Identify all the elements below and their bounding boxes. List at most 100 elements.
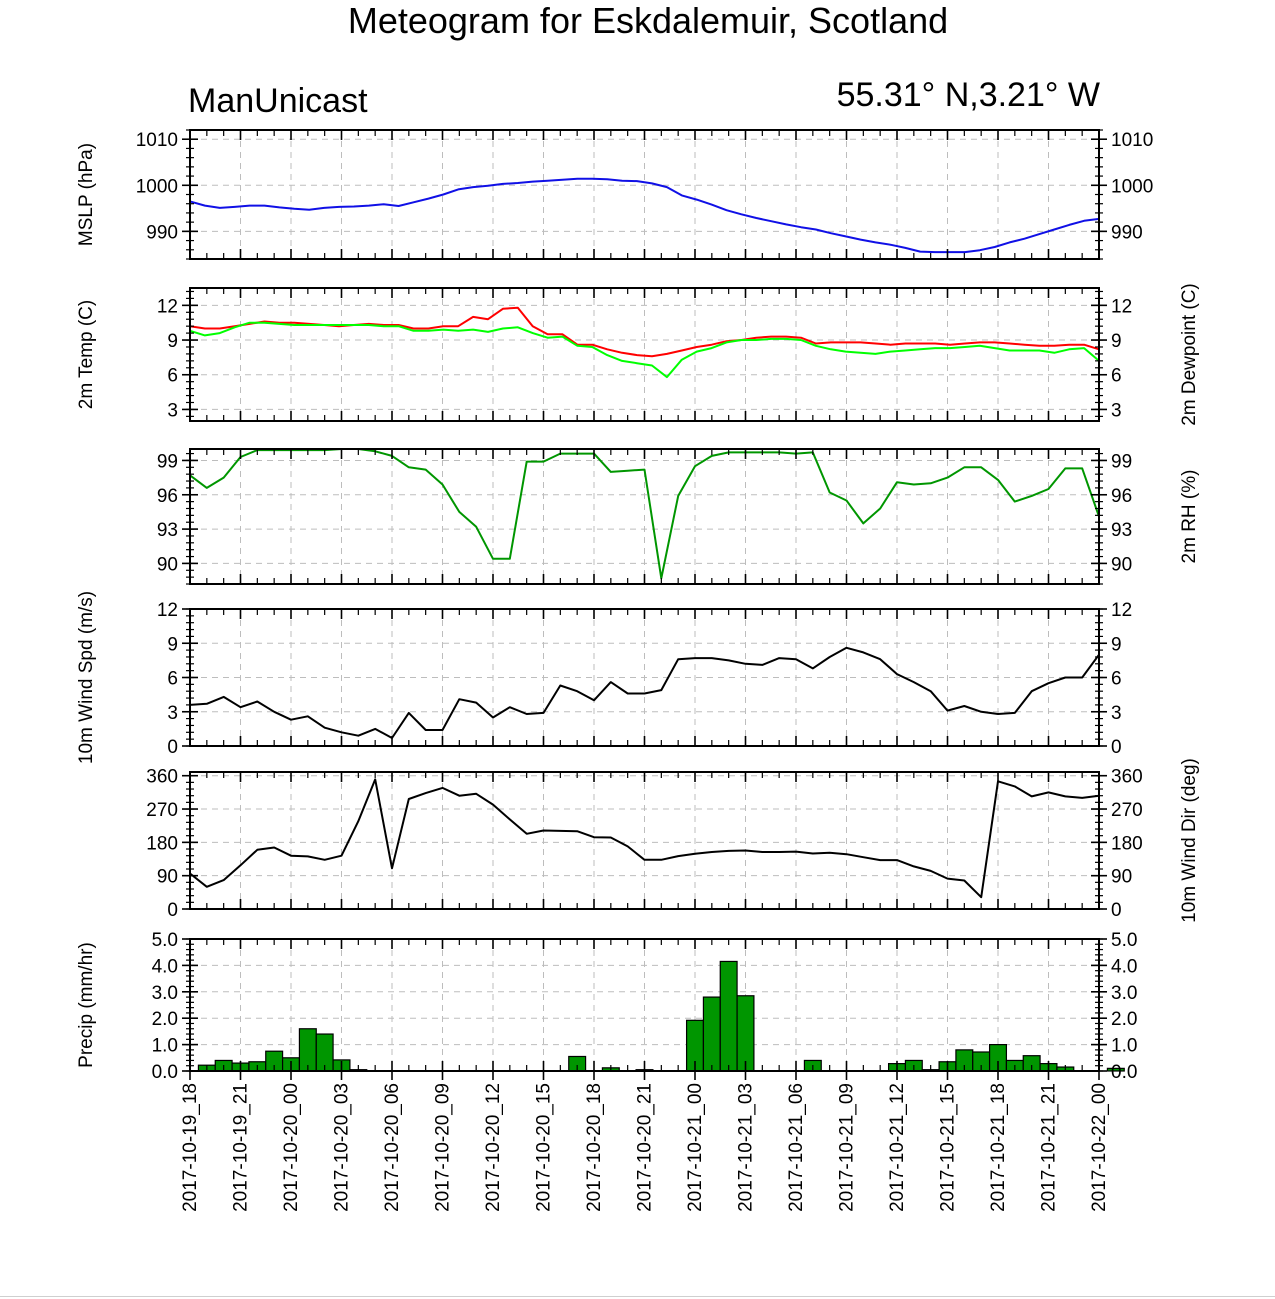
wind-dir-line-1 [189,778,1100,899]
precip-ytick-label: 1.0 [152,1036,178,1057]
wind-speed-ytick-label: 6 [167,669,178,690]
wind-dir-ytick-label: 360 [146,767,178,788]
time-label: 2017-10-22_00 [1089,1083,1110,1212]
time-label: 2017-10-19_21 [231,1083,252,1212]
mslp-ytick-label: 1010 [1111,130,1153,151]
temp-dewpoint-ytick-label: 6 [1111,366,1122,387]
mslp-ytick-label: 1000 [1111,176,1153,197]
precip-ytick-label: 4.0 [1111,956,1137,977]
time-label: 2017-10-21_00 [685,1083,706,1212]
rh-ytick-label: 96 [157,486,178,507]
temp-dewpoint-line-2 [189,321,1100,379]
time-label: 2017-10-20_15 [534,1083,555,1212]
time-label: 2017-10-20_06 [382,1083,403,1212]
wind-speed-ytick-label: 3 [1111,703,1122,724]
mslp-ylabel: MSLP (hPa) [76,143,97,246]
precip-ytick-label: 1.0 [1111,1036,1137,1057]
mslp-frame [189,129,1100,260]
wind-speed-ylabel: 10m Wind Spd (m/s) [76,591,97,764]
mslp-ytick-label: 990 [1111,222,1143,243]
time-label: 2017-10-21_09 [837,1083,858,1212]
rh-ytick-label: 93 [1111,520,1132,541]
rh-ytick-label: 99 [1111,451,1132,472]
wind-speed-ytick-label: 12 [1111,600,1132,621]
temp-dewpoint-ylabel-right: 2m Dewpoint (C) [1179,283,1200,426]
panel-wind-dir: 0 0 90 90 180 180 270 270 360 360 10m Wind Dir (de… [146,758,1200,923]
rh-ytick-label: 90 [1111,554,1132,575]
precip-bar [719,960,738,1072]
precip-ytick-label: 5.0 [1111,930,1137,951]
temp-dewpoint-ytick-label: 6 [167,366,178,387]
time-label: 2017-10-20_09 [433,1083,454,1212]
precip-ytick-label: 5.0 [152,930,178,951]
time-label: 2017-10-21_12 [887,1083,908,1212]
wind-dir-ytick-label: 0 [167,900,178,921]
precip-ytick-label: 2.0 [1111,1009,1137,1030]
temp-dewpoint-ytick-label: 3 [167,400,178,421]
precip-bar [702,996,721,1072]
precip-ytick-label: 2.0 [152,1009,178,1030]
rh-ytick-label: 96 [1111,486,1132,507]
precip-ytick-label: 0.0 [1111,1062,1137,1083]
time-label: 2017-10-21_18 [988,1083,1009,1212]
time-label: 2017-10-20_21 [635,1083,656,1212]
time-label: 2017-10-20_03 [332,1083,353,1212]
wind-dir-ytick-label: 180 [146,833,178,854]
time-label: 2017-10-20_00 [281,1083,302,1212]
precip-ytick-label: 0.0 [152,1062,178,1083]
wind-dir-ytick-label: 0 [1111,900,1122,921]
precip-bar [736,995,755,1072]
precip-ylabel: Precip (mm/hr) [76,942,97,1068]
time-label: 2017-10-21_15 [938,1083,959,1212]
time-label: 2017-10-21_21 [1039,1083,1060,1212]
temp-dewpoint-ytick-label: 3 [1111,400,1122,421]
rh-ytick-label: 99 [157,451,178,472]
time-label: 2017-10-20_12 [483,1083,504,1212]
temp-dewpoint-ytick-label: 12 [157,296,178,317]
wind-dir-ytick-label: 90 [157,867,178,888]
wind-speed-line-1 [189,646,1100,739]
panel-mslp: 990 990 1000 1000 1010 1010 MSLP (hPa) [76,129,1153,260]
time-label: 2017-10-20_18 [584,1083,605,1212]
mslp-ytick-label: 1010 [136,130,178,151]
wind-dir-ytick-label: 270 [1111,800,1143,821]
rh-ytick-label: 90 [157,554,178,575]
wind-dir-ytick-label: 90 [1111,867,1132,888]
wind-speed-ytick-label: 9 [1111,634,1122,655]
precip-ytick-label: 4.0 [152,956,178,977]
rh-line-1 [189,448,1100,580]
panel-precip: 0.0 0.0 1.0 1.0 2.0 2.0 3.0 3.0 4.0 4.0 5.0 5.0 Prec… [76,930,1137,1083]
temp-dewpoint-ylabel: 2m Temp (C) [76,300,97,409]
wind-dir-ytick-label: 180 [1111,833,1143,854]
wind-speed-ytick-label: 0 [1111,737,1122,758]
time-label: 2017-10-21_03 [736,1083,757,1212]
mslp-ytick-label: 990 [146,222,178,243]
wind-speed-ytick-label: 6 [1111,669,1122,690]
precip-bar [298,1028,317,1072]
location-label: 55.31° N,3.21° W [837,76,1100,114]
temp-dewpoint-ytick-label: 12 [1111,296,1132,317]
chart-title: Meteogram for Eskdalemuir, Scotland [348,0,948,41]
precip-bar [1106,1067,1125,1072]
wind-dir-ytick-label: 360 [1111,767,1143,788]
wind-speed-ytick-label: 9 [167,634,178,655]
precip-ytick-label: 3.0 [152,983,178,1004]
model-label: ManUnicast [188,82,368,120]
time-axis: 2017-10-19_18 2017-10-19_21 2017-10-20_00 2… [180,1071,1110,1212]
temp-dewpoint-ytick-label: 9 [1111,331,1122,352]
window-bottom-border [0,1296,1275,1297]
panel-temp-dewpoint: 3 3 6 6 9 9 12 12 2m Temp (C) 2m Dewpoint (C) [76,283,1200,426]
panel-rh: 90 90 93 93 96 96 99 99 2m RH (%) [157,448,1200,585]
time-label: 2017-10-19_18 [180,1083,201,1212]
wind-dir-ylabel-right: 10m Wind Dir (deg) [1179,758,1200,923]
rh-ytick-label: 93 [157,520,178,541]
wind-speed-ytick-label: 0 [167,737,178,758]
wind-speed-ytick-label: 3 [167,703,178,724]
mslp-ytick-label: 1000 [136,176,178,197]
time-label: 2017-10-21_06 [786,1083,807,1212]
wind-speed-ytick-label: 12 [157,600,178,621]
panel-wind-speed: 0 0 3 3 6 6 9 9 12 12 10m Wind Spd (m/s) [76,591,1132,764]
rh-ylabel-right: 2m RH (%) [1179,470,1200,564]
